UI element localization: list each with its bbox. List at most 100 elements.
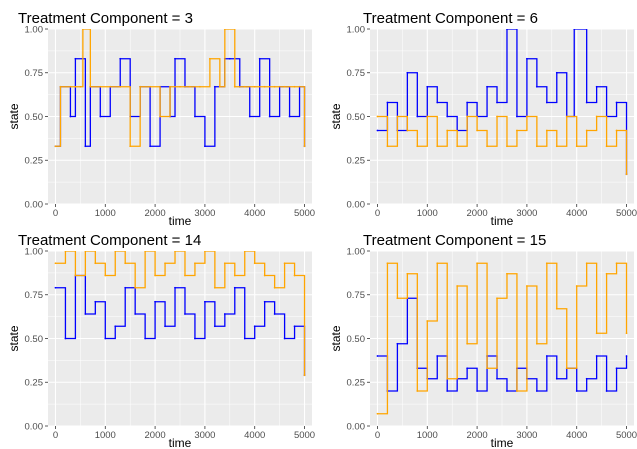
series-line-2 <box>377 115 628 175</box>
x-axis-title: time <box>491 214 514 228</box>
x-tick-label: 0 <box>375 430 380 441</box>
data-point <box>104 337 107 340</box>
data-point <box>446 377 449 380</box>
x-tick-label: 4000 <box>244 208 265 219</box>
data-point <box>179 85 181 88</box>
data-point <box>233 274 236 277</box>
data-point <box>89 85 92 88</box>
data-point <box>436 355 439 357</box>
data-point <box>476 262 478 265</box>
y-tick-label: 0.00 <box>25 421 44 432</box>
y-tick-label: 0.25 <box>25 378 44 389</box>
data-point <box>84 145 87 148</box>
data-point <box>416 390 419 392</box>
data-point <box>253 325 256 328</box>
data-point <box>446 390 449 392</box>
data-point <box>555 307 558 310</box>
data-point <box>573 29 576 30</box>
data-point <box>555 145 558 148</box>
data-point <box>535 145 538 148</box>
data-point <box>426 320 429 322</box>
y-tick-label: 0.25 <box>25 156 44 167</box>
data-point <box>625 332 628 335</box>
x-tick-label: 1000 <box>417 430 438 441</box>
data-point <box>273 313 276 315</box>
data-point <box>456 145 459 148</box>
data-point <box>376 115 379 118</box>
data-point <box>243 251 246 252</box>
data-point <box>263 274 266 277</box>
data-point <box>376 355 379 357</box>
panel-title: Treatment Component = 15 <box>363 232 546 249</box>
y-tick-label: 1.00 <box>347 246 366 257</box>
data-point <box>243 85 246 88</box>
data-point <box>466 342 469 345</box>
data-point <box>535 342 538 345</box>
data-point <box>585 129 588 132</box>
series-line-2 <box>377 262 628 415</box>
data-point <box>565 115 568 118</box>
data-point <box>496 101 498 104</box>
data-point <box>555 71 558 74</box>
data-point <box>426 115 429 118</box>
data-point <box>199 85 201 88</box>
data-point <box>288 115 291 118</box>
panel-title: Treatment Component = 14 <box>18 232 201 249</box>
data-point <box>396 342 399 345</box>
data-point <box>94 262 97 265</box>
data-point <box>416 145 419 148</box>
data-point <box>268 115 271 118</box>
x-tick-label: 3000 <box>516 430 537 441</box>
data-point <box>283 262 286 265</box>
y-tick-label: 1.00 <box>25 246 44 257</box>
x-tick-label: 1000 <box>95 430 116 441</box>
data-point <box>253 85 256 88</box>
data-point <box>303 374 306 377</box>
data-point <box>396 297 399 300</box>
data-point <box>605 390 608 392</box>
data-point <box>74 274 77 277</box>
data-point <box>376 412 379 415</box>
x-tick-label: 5000 <box>616 208 637 219</box>
data-point <box>233 85 236 88</box>
y-tick-label: 0.00 <box>25 199 44 210</box>
data-point <box>565 367 568 370</box>
data-point <box>476 390 478 392</box>
data-point <box>253 262 256 265</box>
data-point <box>64 337 67 340</box>
data-point <box>194 337 196 340</box>
data-point <box>84 251 87 252</box>
data-point <box>466 101 469 104</box>
y-tick-label: 0.75 <box>347 68 366 79</box>
data-point <box>486 145 488 148</box>
x-tick-label: 2000 <box>145 430 166 441</box>
data-point <box>545 262 548 265</box>
data-point <box>293 85 296 88</box>
x-tick-label: 4000 <box>566 430 587 441</box>
series-line-2 <box>55 251 306 376</box>
data-point <box>506 29 508 30</box>
data-point <box>585 377 588 380</box>
y-tick-label: 0.25 <box>347 156 366 167</box>
x-axis-title: time <box>169 214 192 228</box>
data-point <box>615 129 618 132</box>
data-point <box>149 145 152 148</box>
data-point <box>174 286 176 289</box>
data-point <box>174 251 176 252</box>
x-tick-label: 3000 <box>194 208 215 219</box>
series-line-1 <box>377 29 628 175</box>
data-point <box>218 85 221 88</box>
data-point <box>436 262 439 265</box>
data-point <box>139 85 142 88</box>
data-point <box>376 129 379 132</box>
data-layer <box>54 29 306 148</box>
data-point <box>466 367 469 370</box>
y-tick-label: 0.00 <box>347 421 366 432</box>
panel-1: 0.00 0.25 0.50 0.75 1.00 0 1000 2000 3000 4000 500… <box>7 10 315 228</box>
x-tick-label: 5000 <box>294 208 315 219</box>
x-tick-label: 4000 <box>566 208 587 219</box>
panel-title: Treatment Component = 6 <box>363 10 538 27</box>
data-point <box>526 57 528 60</box>
data-point <box>154 300 156 303</box>
x-tick-label: 1000 <box>417 208 438 219</box>
